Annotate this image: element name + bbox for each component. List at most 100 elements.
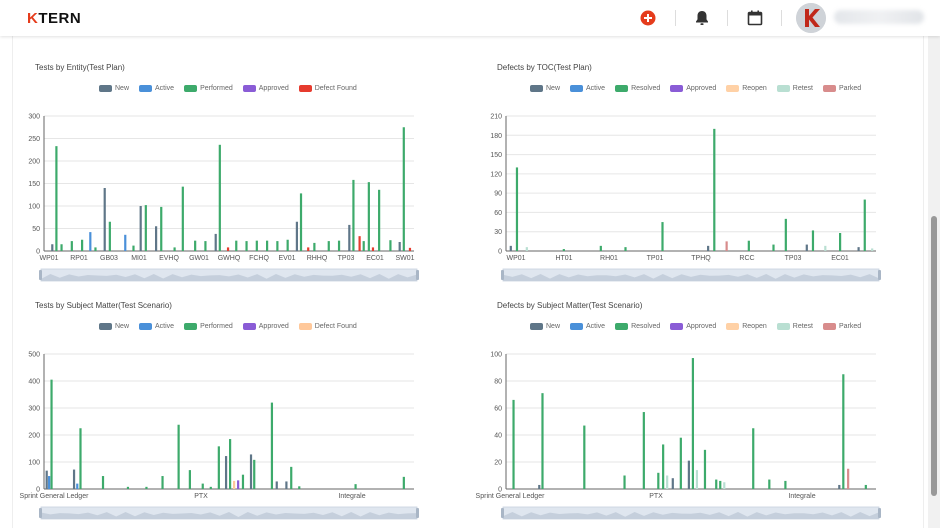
bar-resolved[interactable] xyxy=(662,444,665,489)
legend-item-active[interactable]: Active xyxy=(139,85,174,92)
legend-item-active[interactable]: Active xyxy=(570,85,605,92)
legend-item-approved[interactable]: Approved xyxy=(670,323,716,330)
vertical-scrollbar[interactable] xyxy=(928,36,940,528)
add-icon[interactable] xyxy=(639,9,657,27)
bar-performed[interactable] xyxy=(367,182,370,251)
bar-performed[interactable] xyxy=(161,476,164,489)
bar-performed[interactable] xyxy=(362,241,365,251)
bar-resolved[interactable] xyxy=(772,244,775,251)
bar-performed[interactable] xyxy=(81,239,84,251)
bar-performed[interactable] xyxy=(94,247,97,251)
bar-resolved[interactable] xyxy=(703,449,707,489)
avatar[interactable] xyxy=(796,3,826,33)
calendar-icon[interactable] xyxy=(746,9,764,27)
bar-new[interactable] xyxy=(671,478,674,489)
slider-handle-right[interactable] xyxy=(878,508,881,518)
legend-item-resolved[interactable]: Resolved xyxy=(615,323,660,330)
data-zoom-slider[interactable] xyxy=(501,506,881,520)
bar-resolved[interactable] xyxy=(715,479,718,489)
bar-performed[interactable] xyxy=(70,241,73,251)
bar-performed[interactable] xyxy=(255,240,258,251)
data-zoom-slider[interactable] xyxy=(39,268,419,282)
bar-new[interactable] xyxy=(275,481,278,489)
bar-resolved[interactable] xyxy=(679,437,682,489)
bar-resolved[interactable] xyxy=(864,484,867,489)
bar-performed[interactable] xyxy=(313,242,316,251)
bar-performed[interactable] xyxy=(402,476,405,489)
bar-resolved[interactable] xyxy=(784,218,787,251)
bar-new[interactable] xyxy=(214,233,217,251)
bar-new[interactable] xyxy=(295,221,299,251)
bar-performed[interactable] xyxy=(286,239,289,251)
bar-retest[interactable] xyxy=(871,248,874,251)
bar-active[interactable] xyxy=(76,483,79,489)
bar-new[interactable] xyxy=(155,226,158,251)
bar-parked[interactable] xyxy=(847,468,850,489)
bar-performed[interactable] xyxy=(188,470,191,489)
bar-resolved[interactable] xyxy=(512,399,515,489)
bar-performed[interactable] xyxy=(270,402,274,489)
legend-item-parked[interactable]: Parked xyxy=(823,85,861,92)
bar-new[interactable] xyxy=(139,206,142,251)
bar-resolved[interactable] xyxy=(839,233,842,251)
legend-item-retest[interactable]: Retest xyxy=(776,323,813,330)
bar-performed[interactable] xyxy=(253,459,256,489)
bar-resolved[interactable] xyxy=(719,480,722,489)
bar-defect-found[interactable] xyxy=(358,236,361,251)
legend-item-performed[interactable]: Performed xyxy=(184,323,233,330)
bar-performed[interactable] xyxy=(389,240,392,251)
bar-performed[interactable] xyxy=(402,127,405,251)
bar-retest[interactable] xyxy=(525,247,528,251)
bar-performed[interactable] xyxy=(352,179,355,251)
bar-resolved[interactable] xyxy=(811,230,815,251)
bar-performed[interactable] xyxy=(108,221,111,251)
bar-new[interactable] xyxy=(538,484,541,489)
bar-new[interactable] xyxy=(398,242,401,251)
bar-new[interactable] xyxy=(224,456,228,489)
bar-new[interactable] xyxy=(687,460,690,489)
bar-resolved[interactable] xyxy=(562,249,565,251)
bar-retest[interactable] xyxy=(666,475,669,490)
bar-resolved[interactable] xyxy=(842,374,845,489)
legend-item-reopen[interactable]: Reopen xyxy=(726,323,767,330)
logo[interactable]: KTERN xyxy=(27,10,82,27)
bar-performed[interactable] xyxy=(55,146,58,251)
data-zoom-slider[interactable] xyxy=(39,506,419,520)
bar-performed[interactable] xyxy=(101,476,105,489)
bar-performed[interactable] xyxy=(145,486,148,489)
bar-performed[interactable] xyxy=(60,244,63,251)
bar-resolved[interactable] xyxy=(599,245,602,251)
bar-active[interactable] xyxy=(48,476,51,489)
slider-handle-left[interactable] xyxy=(501,508,504,518)
bar-performed[interactable] xyxy=(327,241,330,251)
bar-new[interactable] xyxy=(51,244,54,251)
bar-new[interactable] xyxy=(707,245,710,251)
bar-performed[interactable] xyxy=(177,424,180,489)
bar-performed[interactable] xyxy=(299,193,303,251)
legend-item-approved[interactable]: Approved xyxy=(242,323,289,330)
bar-new[interactable] xyxy=(45,470,48,489)
bar-approved[interactable] xyxy=(237,480,240,489)
bar-resolved[interactable] xyxy=(747,240,750,251)
bar-new[interactable] xyxy=(249,454,253,489)
bar-resolved[interactable] xyxy=(784,480,787,489)
bar-performed[interactable] xyxy=(245,241,248,251)
bar-resolved[interactable] xyxy=(515,167,519,251)
bar-resolved[interactable] xyxy=(541,393,544,489)
bar-resolved[interactable] xyxy=(624,247,627,251)
bar-performed[interactable] xyxy=(194,240,197,251)
bar-active[interactable] xyxy=(124,234,127,251)
bar-new[interactable] xyxy=(72,469,76,489)
bar-performed[interactable] xyxy=(378,189,381,251)
bar-performed[interactable] xyxy=(290,466,293,489)
slider-handle-left[interactable] xyxy=(39,508,42,518)
slider-handle-left[interactable] xyxy=(501,270,504,280)
slider-handle-left[interactable] xyxy=(39,270,42,280)
bar-resolved[interactable] xyxy=(691,358,695,489)
bar-performed[interactable] xyxy=(204,241,207,251)
bar-resolved[interactable] xyxy=(642,412,645,489)
legend-item-reopen[interactable]: Reopen xyxy=(726,85,767,92)
bar-defect-found[interactable] xyxy=(233,480,236,489)
bar-performed[interactable] xyxy=(298,486,301,489)
legend-item-new[interactable]: New xyxy=(530,85,560,92)
